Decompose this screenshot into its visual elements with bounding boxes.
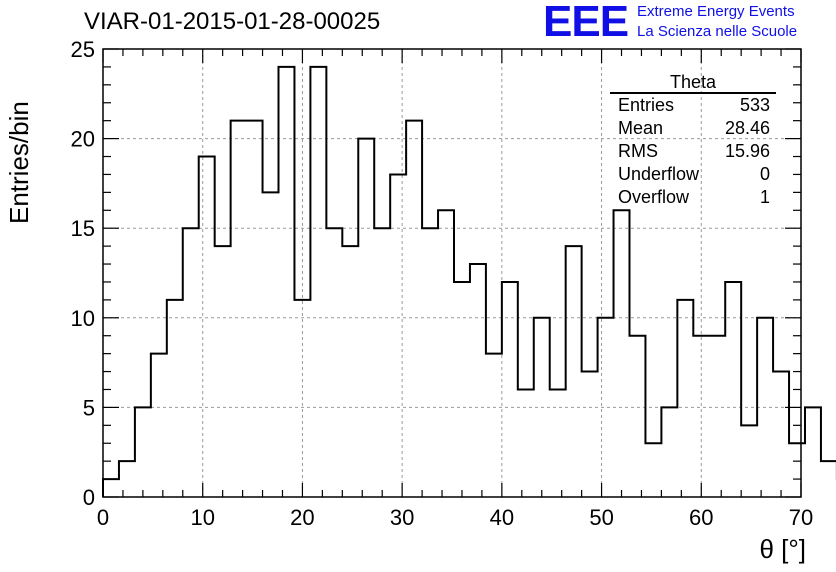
stats-value: 28.46 — [724, 118, 770, 138]
histogram-bin — [821, 461, 836, 497]
stats-label: RMS — [618, 141, 658, 161]
stats-title: Theta — [610, 72, 776, 94]
histogram-bin — [310, 67, 326, 497]
histogram-bin — [199, 157, 215, 497]
histogram-bin — [215, 246, 231, 497]
histogram-bin — [518, 389, 534, 497]
histogram-bin — [183, 228, 199, 497]
histogram-bin — [103, 479, 119, 497]
histogram-bin — [135, 407, 151, 497]
grid — [103, 49, 801, 497]
stats-row-overflow: Overflow 1 — [610, 186, 776, 209]
histogram-bin — [677, 300, 693, 497]
histogram-bin — [374, 228, 390, 497]
histogram-bin — [629, 336, 645, 497]
histogram-bin — [390, 174, 406, 497]
y-tick-label: 0 — [83, 485, 95, 510]
histogram-bin — [534, 318, 550, 497]
histogram-bin — [645, 443, 661, 497]
stats-label: Underflow — [618, 164, 700, 184]
histogram-bin — [693, 336, 709, 497]
stats-value: 15.96 — [724, 141, 770, 161]
y-axis-label: Entries/bin — [4, 101, 34, 224]
histogram-bin — [789, 443, 805, 497]
x-tick-label: 60 — [689, 505, 713, 530]
stats-label: Overflow — [618, 187, 690, 207]
stats-label: Mean — [618, 118, 664, 138]
logo-line-2: La Scienza nelle Scuole — [637, 23, 798, 40]
x-tick-label: 10 — [190, 505, 214, 530]
histogram-bin — [582, 372, 598, 497]
histogram-bin — [470, 264, 486, 497]
y-tick-label: 10 — [71, 306, 95, 331]
histogram-outline — [102, 65, 836, 497]
histogram-bin — [454, 282, 470, 497]
histogram-bin — [805, 407, 821, 497]
logo-text: Extreme Energy Events La Scienza nelle S… — [637, 2, 797, 42]
histogram-bin — [406, 121, 422, 497]
histogram-bin — [486, 354, 502, 497]
histogram-bin — [263, 192, 279, 497]
histogram-bin — [278, 67, 294, 497]
histogram-bin — [247, 121, 263, 497]
y-tick-label: 15 — [71, 216, 95, 241]
eee-logo: EEE — [543, 0, 629, 46]
stats-value: 0 — [759, 164, 770, 184]
x-tick-label: 20 — [290, 505, 314, 530]
x-tick-label: 0 — [97, 505, 109, 530]
histogram-bin — [167, 300, 183, 497]
histogram-bin — [661, 407, 677, 497]
histogram-bin — [757, 318, 773, 497]
histogram-bin — [151, 354, 167, 497]
histogram-bin — [725, 282, 741, 497]
plot-frame — [102, 48, 802, 498]
histogram-bin — [422, 228, 438, 497]
y-tick-label: 5 — [83, 395, 95, 420]
stats-label: Entries — [618, 95, 675, 115]
histogram-bin — [773, 372, 789, 497]
x-tick-label: 50 — [589, 505, 613, 530]
y-tick-label: 20 — [71, 127, 95, 152]
x-axis-label: θ [°] — [759, 534, 806, 564]
histogram-bin — [614, 210, 630, 497]
histogram-bin — [741, 425, 757, 497]
x-tick-label: 30 — [390, 505, 414, 530]
histogram-bin — [598, 318, 614, 497]
y-tick-label: 25 — [71, 37, 95, 62]
stats-box: Theta Entries 533 Mean 28.46 RMS 15.96 U… — [610, 72, 776, 209]
histogram-bin — [502, 282, 518, 497]
histogram-bin — [566, 246, 582, 497]
stats-row-entries: Entries 533 — [610, 94, 776, 117]
chart-title: VIAR-01-2015-01-28-00025 — [84, 8, 381, 35]
histogram-bin — [326, 228, 342, 497]
histogram-bin — [358, 139, 374, 497]
histogram-bin — [709, 336, 725, 497]
stats-row-mean: Mean 28.46 — [610, 117, 776, 140]
histogram-bin — [294, 300, 310, 497]
x-tick-label: 40 — [490, 505, 514, 530]
stats-row-underflow: Underflow 0 — [610, 163, 776, 186]
histogram-bin — [119, 461, 135, 497]
axis-ticks — [102, 48, 802, 498]
stats-value: 533 — [739, 95, 770, 115]
histogram-bin — [231, 121, 247, 497]
histogram-bin — [342, 246, 358, 497]
histogram-bin — [550, 389, 566, 497]
logo-line-1: Extreme Energy Events — [637, 3, 795, 20]
stats-value: 1 — [759, 187, 770, 207]
x-tick-label: 70 — [789, 505, 813, 530]
stats-row-rms: RMS 15.96 — [610, 140, 776, 163]
histogram-bin — [438, 210, 454, 497]
